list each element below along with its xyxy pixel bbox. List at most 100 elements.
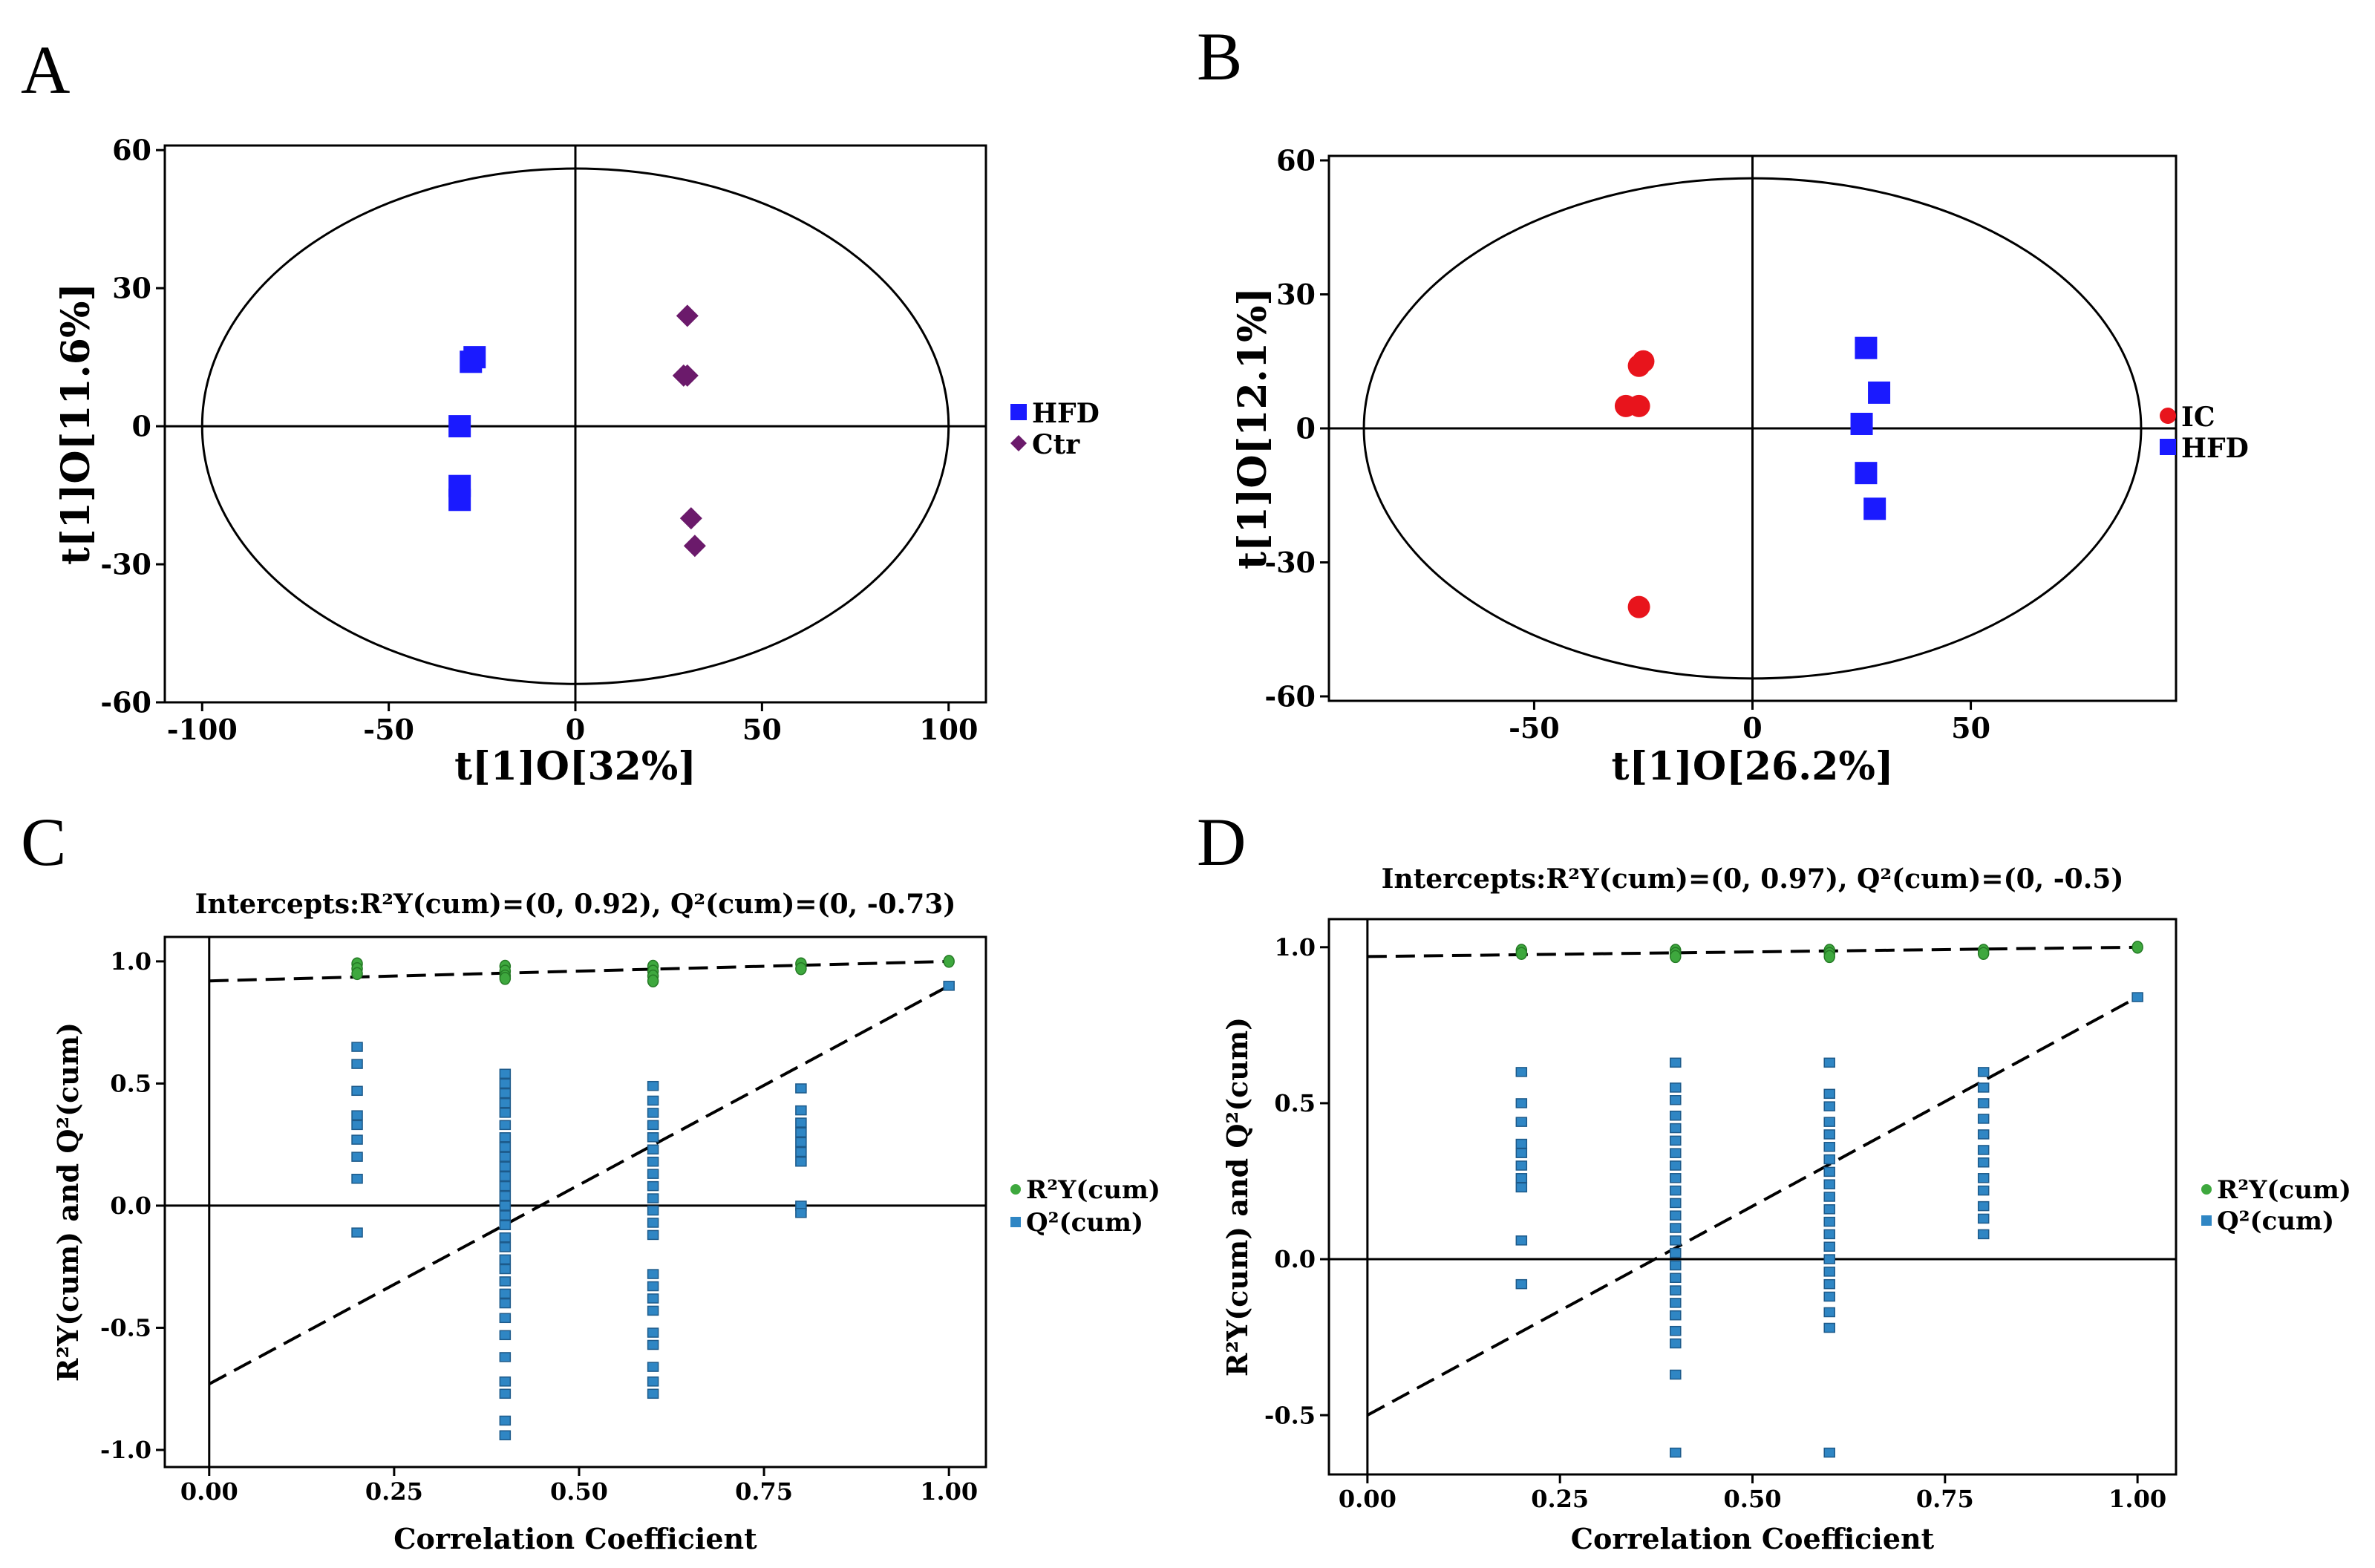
data-point — [1670, 1235, 1682, 1246]
y-tick-label: 30 — [1276, 278, 1316, 311]
data-point — [1823, 1142, 1835, 1152]
y-tick-label: 0 — [132, 409, 151, 442]
data-point — [499, 1388, 512, 1399]
data-point — [1977, 1114, 1990, 1124]
data-point — [1823, 1322, 1835, 1333]
legend-marker — [2160, 408, 2176, 424]
panel-label-a: A — [21, 32, 71, 108]
data-point — [499, 972, 512, 985]
data-point — [647, 1180, 659, 1192]
data-point — [351, 1085, 363, 1097]
data-point — [499, 1232, 512, 1243]
chart-title: Intercepts:R²Y(cum)=(0, 0.97), Q²(cum)=(… — [1382, 863, 2124, 895]
x-tick-label: 0 — [566, 713, 585, 746]
data-point — [647, 1339, 659, 1350]
data-point — [499, 1298, 512, 1309]
data-point — [499, 1313, 512, 1324]
data-point — [499, 1108, 512, 1118]
chart-a: -100 -50 0 50 100 -60 -30 0 30 60 t[1]O[32%] t[1]O[… — [53, 133, 1100, 789]
data-point — [1670, 1285, 1682, 1296]
data-point — [943, 955, 955, 968]
q2-regression-line — [208, 984, 950, 1385]
data-point — [943, 981, 955, 991]
data-point — [1977, 1157, 1990, 1168]
data-point — [1515, 1117, 1528, 1127]
y-axis-label: R²Y(cum) and Q²(cum) — [1221, 1017, 1254, 1376]
data-point — [1515, 1138, 1528, 1149]
data-point — [1670, 1273, 1682, 1284]
data-point — [499, 1078, 512, 1089]
data-point — [1977, 1098, 1990, 1108]
data-point — [1823, 1267, 1835, 1277]
series-0 — [351, 955, 955, 987]
data-point — [1823, 1101, 1835, 1111]
data-point — [1670, 950, 1682, 964]
y-axis-label: t[1]O[11.6%] — [53, 283, 99, 565]
data-point — [1670, 1135, 1682, 1146]
data-point — [499, 1120, 512, 1131]
data-point — [795, 1208, 807, 1218]
data-point — [1670, 1148, 1682, 1158]
data-point — [1670, 1310, 1682, 1321]
x-axis-label: t[1]O[32%] — [454, 744, 696, 789]
data-point — [795, 1117, 807, 1128]
data-point — [1627, 394, 1650, 417]
data-point — [647, 1169, 659, 1179]
data-point — [499, 1288, 512, 1299]
chart-title: Intercepts:R²Y(cum)=(0, 0.92), Q²(cum)=(… — [195, 889, 956, 920]
data-point — [1823, 1179, 1835, 1189]
data-point — [647, 1193, 659, 1203]
hotelling-ellipse — [1362, 177, 2143, 680]
data-point — [351, 967, 363, 981]
y-tick-label: 60 — [1276, 143, 1316, 177]
data-point — [647, 1229, 659, 1241]
y-axis-label: t[1]O[12.1%] — [1230, 287, 1275, 569]
data-point — [1850, 412, 1873, 435]
data-point — [1632, 350, 1655, 373]
legend-marker — [1010, 1184, 1021, 1195]
data-point — [1823, 1166, 1835, 1177]
y-tick-label: -1.0 — [100, 1436, 151, 1464]
data-point — [647, 1388, 659, 1399]
data-point — [1670, 1447, 1682, 1458]
x-tick-label: -50 — [1509, 711, 1560, 745]
data-point — [499, 1330, 512, 1341]
data-point — [351, 1227, 363, 1238]
data-point — [795, 1083, 807, 1094]
data-point — [795, 1127, 807, 1137]
data-point — [1977, 1200, 1990, 1212]
data-point — [351, 1152, 363, 1162]
data-point — [1855, 462, 1878, 485]
data-point — [647, 1362, 659, 1372]
q2-regression-line — [1366, 996, 2139, 1417]
data-point — [499, 1254, 512, 1265]
data-point — [1977, 1173, 1990, 1183]
data-point — [683, 535, 706, 558]
data-point — [1515, 1067, 1528, 1077]
x-tick-label: -50 — [363, 713, 414, 746]
data-point — [647, 1376, 659, 1387]
plot-frame — [163, 935, 987, 1469]
data-point — [795, 1156, 807, 1167]
data-point — [1823, 1129, 1835, 1140]
y-tick-label: 1.0 — [1274, 933, 1316, 961]
y-tick-label: 60 — [112, 133, 151, 166]
data-point — [1515, 1160, 1528, 1171]
legend-marker — [1010, 1217, 1021, 1227]
data-point — [1823, 1307, 1835, 1318]
y-tick-label: -0.5 — [1264, 1401, 1316, 1429]
data-point — [499, 1142, 512, 1152]
x-tick-label: 100 — [919, 713, 978, 746]
data-point — [647, 1218, 659, 1228]
data-point — [499, 1180, 512, 1192]
data-point — [499, 1097, 512, 1108]
data-point — [1823, 1278, 1835, 1290]
x-tick-label: 0.75 — [735, 1477, 793, 1506]
data-point — [647, 1327, 659, 1338]
data-point — [1823, 1447, 1835, 1458]
data-point — [448, 415, 471, 438]
data-point — [1823, 1154, 1835, 1165]
x-tick-label: 50 — [742, 713, 782, 746]
data-point — [1670, 1298, 1682, 1308]
